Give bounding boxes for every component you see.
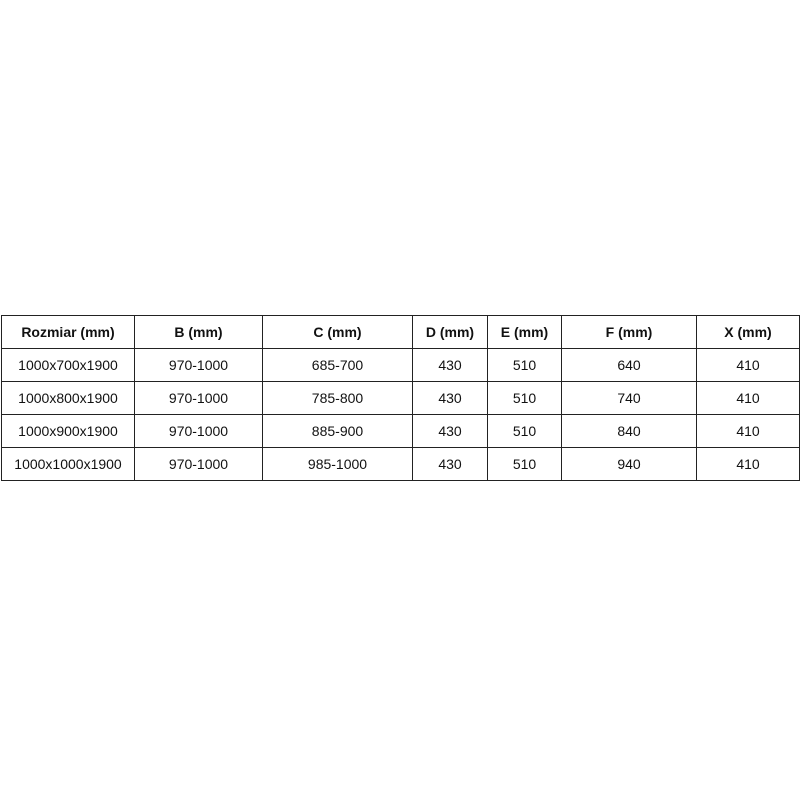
table-cell: 430 — [412, 447, 488, 481]
table-cell: 510 — [487, 381, 562, 415]
table-cell: 410 — [696, 381, 800, 415]
table-cell: 885-900 — [262, 414, 413, 448]
table-cell: 970-1000 — [134, 381, 263, 415]
table-cell: 840 — [561, 414, 697, 448]
table-cell: 410 — [696, 414, 800, 448]
table-cell: 970-1000 — [134, 447, 263, 481]
table-cell: 970-1000 — [134, 414, 263, 448]
table-cell: 740 — [561, 381, 697, 415]
table-cell: 510 — [487, 414, 562, 448]
column-header: E (mm) — [487, 315, 562, 349]
table-cell: 510 — [487, 348, 562, 382]
header-row: Rozmiar (mm) B (mm) C (mm) D (mm) E (mm) F (m… — [1, 315, 800, 349]
table-row: 1000x800x1900 970-1000 785-800 430 510 740 410 — [1, 381, 800, 415]
table-row: 1000x1000x1900 970-1000 985-1000 430 510 940 4… — [1, 447, 800, 481]
table-row: 1000x700x1900 970-1000 685-700 430 510 640 410 — [1, 348, 800, 382]
column-header: D (mm) — [412, 315, 488, 349]
table-cell: 685-700 — [262, 348, 413, 382]
table-cell: 1000x900x1900 — [1, 414, 135, 448]
column-header: B (mm) — [134, 315, 263, 349]
table-cell: 985-1000 — [262, 447, 413, 481]
column-header: X (mm) — [696, 315, 800, 349]
table-cell: 430 — [412, 381, 488, 415]
table-cell: 1000x700x1900 — [1, 348, 135, 382]
table-cell: 640 — [561, 348, 697, 382]
table-cell: 430 — [412, 414, 488, 448]
table-cell: 410 — [696, 348, 800, 382]
table-cell: 940 — [561, 447, 697, 481]
column-header: C (mm) — [262, 315, 413, 349]
table-cell: 410 — [696, 447, 800, 481]
table-cell: 970-1000 — [134, 348, 263, 382]
column-header: Rozmiar (mm) — [1, 315, 135, 349]
table-cell: 510 — [487, 447, 562, 481]
table-cell: 1000x1000x1900 — [1, 447, 135, 481]
dimensions-table: Rozmiar (mm) B (mm) C (mm) D (mm) E (mm) F (m… — [1, 315, 800, 481]
table-cell: 430 — [412, 348, 488, 382]
table-cell: 1000x800x1900 — [1, 381, 135, 415]
column-header: F (mm) — [561, 315, 697, 349]
table-row: 1000x900x1900 970-1000 885-900 430 510 840 410 — [1, 414, 800, 448]
table-cell: 785-800 — [262, 381, 413, 415]
